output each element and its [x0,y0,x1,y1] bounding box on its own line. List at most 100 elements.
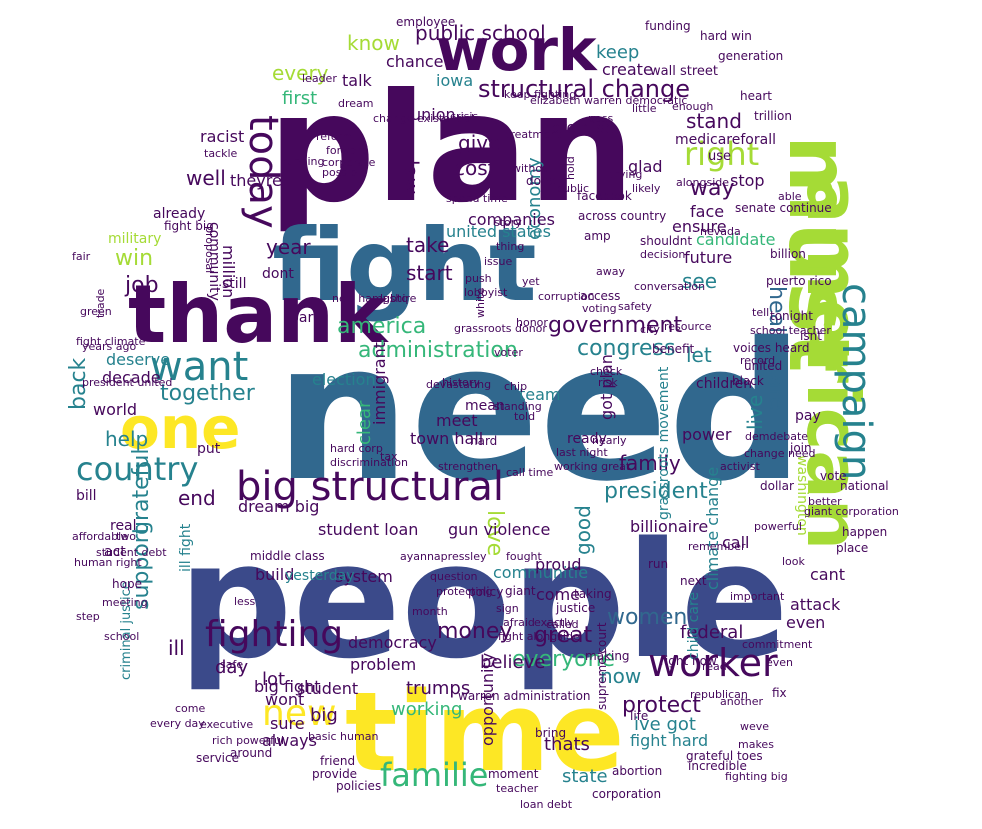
word: ill fight [178,523,194,572]
word: thing [496,240,524,253]
word: give [458,131,500,155]
word: stop [730,171,765,190]
word: vote [820,469,847,483]
word: important [730,590,785,603]
word: structural change [478,75,690,103]
word: better [808,495,842,508]
word: want [150,344,248,390]
word: record [740,354,775,367]
word: funding [645,19,691,33]
word: grateful [129,449,154,535]
word: tell [752,306,769,319]
word: people [178,507,789,694]
word: washington [794,455,810,536]
word: devastating [426,378,491,391]
word: immigrant [370,342,389,425]
word: communitie [493,563,588,582]
word: strengthen [438,460,498,473]
word: opportunity [478,653,497,746]
word: possible [322,166,367,179]
word: honor [516,316,548,329]
word: wall street [650,64,718,79]
word: pay [795,408,821,424]
word: fighting [205,614,343,655]
word: loan debt [520,798,573,811]
word: amp [584,229,611,243]
word: government [548,313,682,338]
word: chip [504,380,527,393]
word: green [80,305,112,318]
word: power [682,425,732,444]
word: student debt [96,546,167,559]
word: cant [810,565,845,584]
word: child care [686,592,702,660]
word: call [722,533,750,552]
word: everyone [512,647,615,672]
word: incredible [688,759,747,773]
word: fight [272,207,537,324]
word: join [789,441,812,455]
word: back [66,357,91,410]
word: executive [200,718,253,731]
word: issue [484,255,512,268]
word: push [465,272,492,285]
word: black [732,374,764,388]
word: reform [316,130,353,143]
word: president united [82,376,172,389]
word: children [696,376,752,392]
word: new hampshire [332,292,417,305]
word: economy [524,157,545,240]
word: working [391,699,462,720]
word: place [836,541,868,555]
word: two [116,530,136,543]
word: good [571,505,595,555]
word: family [619,451,681,475]
word: election [312,370,376,389]
word: familie [380,756,488,794]
word: united [744,359,782,373]
word: nearly [592,434,627,447]
word: every day [150,717,205,730]
word: still [222,276,246,292]
word: without [512,162,554,175]
word: running [282,155,324,168]
word: believe [480,652,545,673]
word: resource [664,320,712,333]
word: put [197,441,221,457]
word: school teacher [750,324,831,337]
word: worker [648,641,778,685]
word: another [720,695,763,708]
word: sign [496,602,519,615]
word: warren administration [458,689,591,703]
word: proud [535,555,581,574]
word: right [684,135,759,173]
word: yet [522,275,540,288]
word: build [255,565,294,584]
word: next [680,574,707,588]
word: trying [610,168,642,181]
word: fight climate [76,335,146,348]
word: isnt [800,329,822,343]
word: called [546,618,579,631]
word: grassroots donor [454,322,547,335]
word: change existential [373,112,474,125]
word: leader [302,72,337,85]
word: now [600,664,641,688]
word: big [310,705,338,726]
word: community [206,222,222,301]
word: dont [262,266,294,282]
word: military [108,231,161,247]
word: moment [488,767,539,781]
word: support [129,525,154,610]
word: treatment [506,128,562,141]
word: yesterday [285,568,355,584]
word: dream big [238,497,319,516]
word: thank [128,268,389,361]
word: new [262,693,336,734]
word: job [124,273,159,298]
word: employee [396,15,455,29]
word: voices heard [733,341,810,355]
word: told [514,410,535,423]
word: safety [618,300,652,313]
